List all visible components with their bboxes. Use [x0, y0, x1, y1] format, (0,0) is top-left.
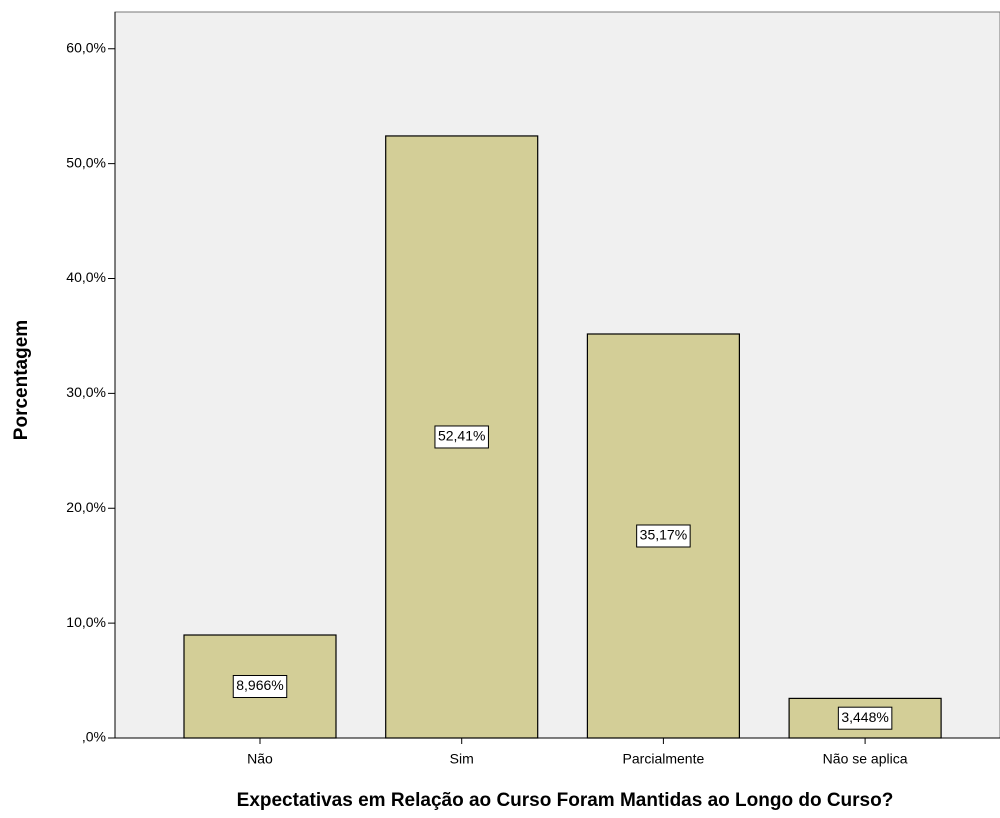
y-tick-label: 40,0%: [66, 269, 106, 285]
y-tick-label: 50,0%: [66, 154, 106, 170]
value-label: 8,966%: [236, 677, 283, 693]
x-tick-label: Parcialmente: [623, 751, 705, 767]
value-label: 52,41%: [438, 428, 485, 444]
y-axis-title: Porcentagem: [11, 320, 32, 440]
y-tick-label: 20,0%: [66, 499, 106, 515]
x-tick-label: Não se aplica: [823, 751, 908, 767]
x-tick-label: Sim: [450, 751, 474, 767]
value-label-box: [837, 706, 893, 730]
value-label-box: [434, 425, 489, 449]
value-label: 35,17%: [640, 527, 687, 543]
y-tick-label: 30,0%: [66, 384, 106, 400]
x-tick-label: Não: [247, 751, 273, 767]
y-tick-label: 60,0%: [66, 39, 106, 55]
y-tick-label: ,0%: [82, 729, 106, 745]
value-label: 3,448%: [841, 709, 888, 725]
y-tick-label: 10,0%: [66, 614, 106, 630]
plot-area: [114, 11, 1000, 739]
value-label-box: [636, 524, 691, 548]
value-label-box: [232, 675, 288, 699]
x-axis-title: Expectativas em Relação ao Curso Foram M…: [237, 790, 894, 811]
